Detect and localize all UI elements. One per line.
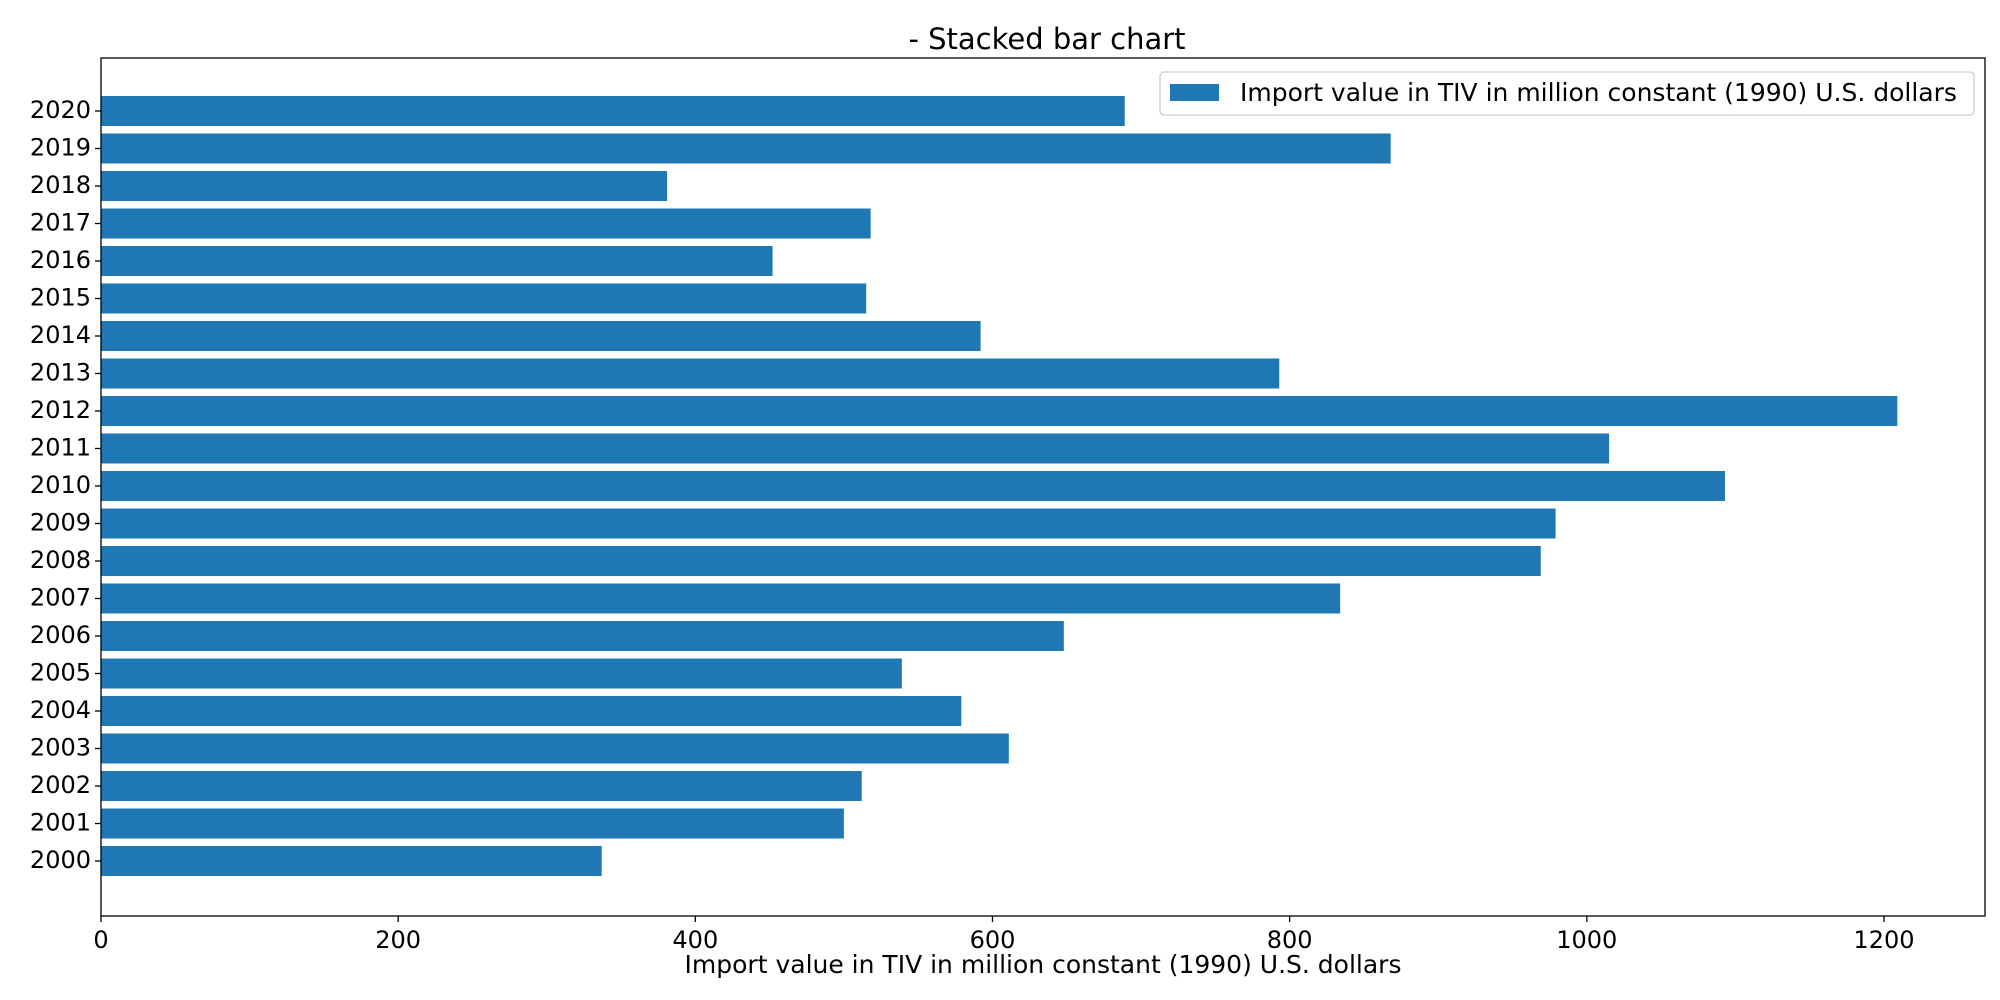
y-tick-label: 2002 <box>30 771 91 799</box>
x-axis-ticks: 0 200 400 600 800 1000 1200 <box>93 916 1915 954</box>
bars-group <box>101 96 1898 876</box>
legend-entry-label: Import value in TIV in million constant … <box>1240 78 1957 107</box>
x-tick-label: 800 <box>1267 926 1313 954</box>
y-tick-label: 2003 <box>30 734 91 762</box>
legend-box <box>1159 71 1975 116</box>
y-tick-label: 2004 <box>30 696 91 724</box>
bar-2011 <box>101 433 1610 464</box>
y-tick-label: 2017 <box>30 209 91 237</box>
x-tick-label: 0 <box>93 926 108 954</box>
bar-2000 <box>101 846 602 876</box>
y-tick-label: 2013 <box>30 359 91 387</box>
legend-swatch <box>1170 84 1219 101</box>
legend: Import value in TIV in million constant … <box>1159 71 1975 116</box>
bar-2020 <box>101 96 1125 126</box>
bar-2018 <box>101 171 668 201</box>
y-tick-label: 2020 <box>30 96 91 124</box>
bar-2009 <box>101 508 1556 539</box>
x-tick-label: 1000 <box>1556 926 1617 954</box>
y-tick-label: 2009 <box>30 509 91 537</box>
y-tick-label: 2014 <box>30 321 91 349</box>
y-tick-label: 2011 <box>30 434 91 462</box>
x-tick-label: 200 <box>375 926 421 954</box>
y-tick-label: 2008 <box>30 546 91 574</box>
y-tick-label: 2007 <box>30 584 91 612</box>
plot-area-frame <box>100 57 1986 917</box>
y-tick-label: 2005 <box>30 659 91 687</box>
bar-2014 <box>101 321 981 351</box>
y-tick-label: 2019 <box>30 134 91 162</box>
bar-2013 <box>101 358 1280 389</box>
bar-2010 <box>101 471 1725 501</box>
x-axis-label: Import value in TIV in million constant … <box>685 950 1402 979</box>
bar-2017 <box>101 208 871 239</box>
bar-2005 <box>101 658 902 689</box>
y-tick-label: 2012 <box>30 396 91 424</box>
y-tick-label: 2000 <box>30 846 91 874</box>
y-tick-label: 2006 <box>30 621 91 649</box>
bar-2003 <box>101 733 1009 764</box>
bar-2008 <box>101 546 1541 576</box>
bar-2006 <box>101 621 1064 651</box>
bar-2016 <box>101 246 773 276</box>
y-tick-label: 2016 <box>30 246 91 274</box>
y-axis-ticks: 2000 2001 2002 2003 2004 2005 2006 2007 2008 2009… <box>30 96 101 874</box>
bar-2015 <box>101 283 867 314</box>
y-tick-label: 2001 <box>30 809 91 837</box>
x-tick-label: 1200 <box>1853 926 1914 954</box>
y-tick-label: 2018 <box>30 171 91 199</box>
chart-title: - Stacked bar chart <box>908 22 1185 56</box>
bar-2012 <box>101 396 1898 426</box>
y-tick-label: 2010 <box>30 471 91 499</box>
bar-2002 <box>101 771 862 801</box>
x-tick-label: 600 <box>970 926 1016 954</box>
bar-2019 <box>101 133 1391 164</box>
bar-2004 <box>101 696 962 726</box>
y-tick-label: 2015 <box>30 284 91 312</box>
bar-2007 <box>101 583 1341 614</box>
bar-2001 <box>101 808 844 839</box>
x-tick-label: 400 <box>672 926 718 954</box>
